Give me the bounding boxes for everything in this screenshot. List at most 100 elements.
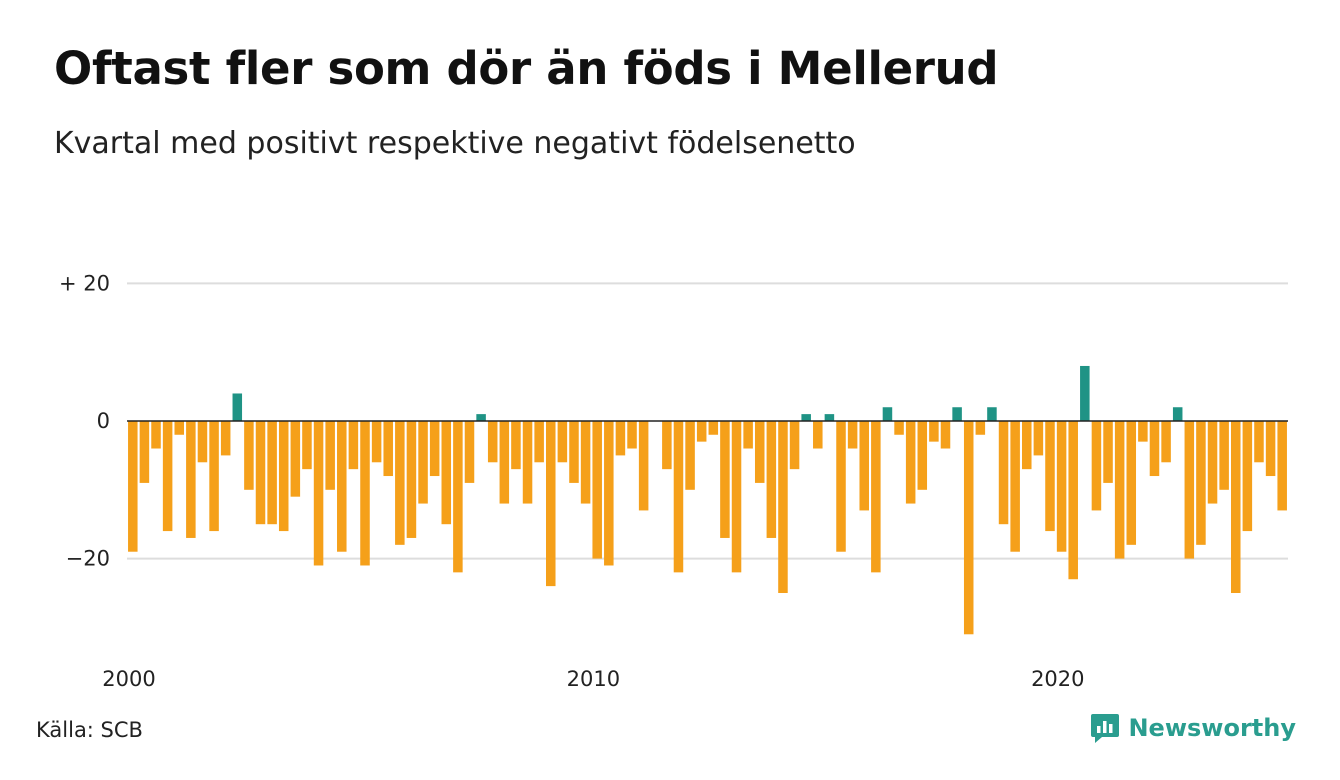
bar (546, 421, 556, 587)
bar (278, 421, 289, 532)
bar (1068, 421, 1078, 580)
bar (1103, 421, 1113, 483)
bar (696, 421, 707, 442)
bar (754, 421, 765, 483)
bar (162, 421, 173, 532)
bar (1242, 421, 1253, 532)
bar (592, 421, 602, 559)
bar (1033, 421, 1044, 456)
bar (569, 421, 579, 483)
bar (476, 414, 486, 421)
bar (1080, 365, 1090, 421)
bar (406, 421, 417, 538)
bar (197, 421, 208, 463)
bar (871, 421, 881, 573)
bar (429, 421, 440, 477)
bar (638, 421, 649, 511)
chart-subtitle: Kvartal med positivt respektive negativt… (54, 126, 856, 161)
y-tick-label: −20 (66, 547, 110, 571)
bar (499, 421, 510, 504)
bar (337, 421, 347, 552)
bar (557, 421, 568, 463)
source-note: Källa: SCB (36, 718, 143, 742)
bar (801, 414, 811, 421)
bar (1161, 421, 1171, 463)
bar (580, 421, 591, 504)
bar (1219, 421, 1229, 490)
bar (789, 421, 800, 470)
bar (174, 421, 184, 435)
bar (882, 407, 893, 421)
bar (395, 421, 405, 545)
bar (186, 421, 196, 538)
bar (1138, 421, 1148, 442)
bar (836, 421, 846, 552)
bar (139, 421, 150, 483)
bar (441, 421, 452, 525)
bar (1172, 407, 1183, 421)
bar (267, 421, 277, 525)
bar (244, 421, 254, 490)
brand-name: Newsworthy (1128, 714, 1296, 742)
bar (232, 393, 243, 421)
bar (371, 421, 382, 463)
bar (1022, 421, 1032, 470)
bar (1184, 421, 1195, 559)
bar (824, 414, 835, 421)
bar (894, 421, 904, 435)
bar (998, 421, 1009, 525)
bar (255, 421, 266, 525)
bar (290, 421, 301, 497)
bar (685, 421, 695, 490)
bar (511, 421, 521, 470)
bar (766, 421, 777, 538)
x-tick-label: 2020 (1031, 667, 1084, 691)
chart-title: Oftast fler som dör än föds i Mellerud (54, 42, 999, 95)
bar (1010, 421, 1020, 552)
bar (522, 421, 533, 504)
bar (360, 421, 370, 566)
bars (128, 365, 1287, 635)
bar (453, 421, 463, 573)
bar (952, 407, 962, 421)
bar (534, 421, 544, 463)
x-axis-ticks: 2000 2010 2020 (102, 667, 1084, 691)
bar (917, 421, 928, 490)
bar (615, 421, 626, 456)
bar (847, 421, 858, 449)
bar (418, 421, 428, 504)
bar (1230, 421, 1241, 593)
bar (708, 421, 719, 435)
bar (627, 421, 637, 449)
newsworthy-logo-icon (1091, 714, 1120, 743)
bar (975, 421, 986, 435)
bar (209, 421, 219, 532)
bar (940, 421, 951, 449)
bar (1056, 421, 1067, 552)
bar (1254, 421, 1264, 463)
bar (1149, 421, 1160, 477)
bar (929, 421, 939, 442)
y-tick-label: 0 (97, 409, 110, 433)
bar (1277, 421, 1287, 511)
bar (1265, 421, 1276, 477)
y-axis-ticks: + 20 0 −20 (59, 271, 110, 570)
bar (487, 421, 498, 463)
bar (604, 421, 614, 566)
bar (325, 421, 335, 490)
y-tick-label: + 20 (59, 271, 110, 295)
bar (731, 421, 742, 573)
bar (859, 421, 869, 511)
bar (743, 421, 753, 449)
bar (1207, 421, 1218, 504)
bar (348, 421, 359, 470)
bar (1045, 421, 1055, 532)
bar (963, 421, 974, 635)
bar (464, 421, 475, 483)
bar (720, 421, 730, 538)
bar (1126, 421, 1137, 545)
bar (302, 421, 312, 470)
brand-logo: Newsworthy (1090, 712, 1296, 744)
x-tick-label: 2000 (102, 667, 155, 691)
